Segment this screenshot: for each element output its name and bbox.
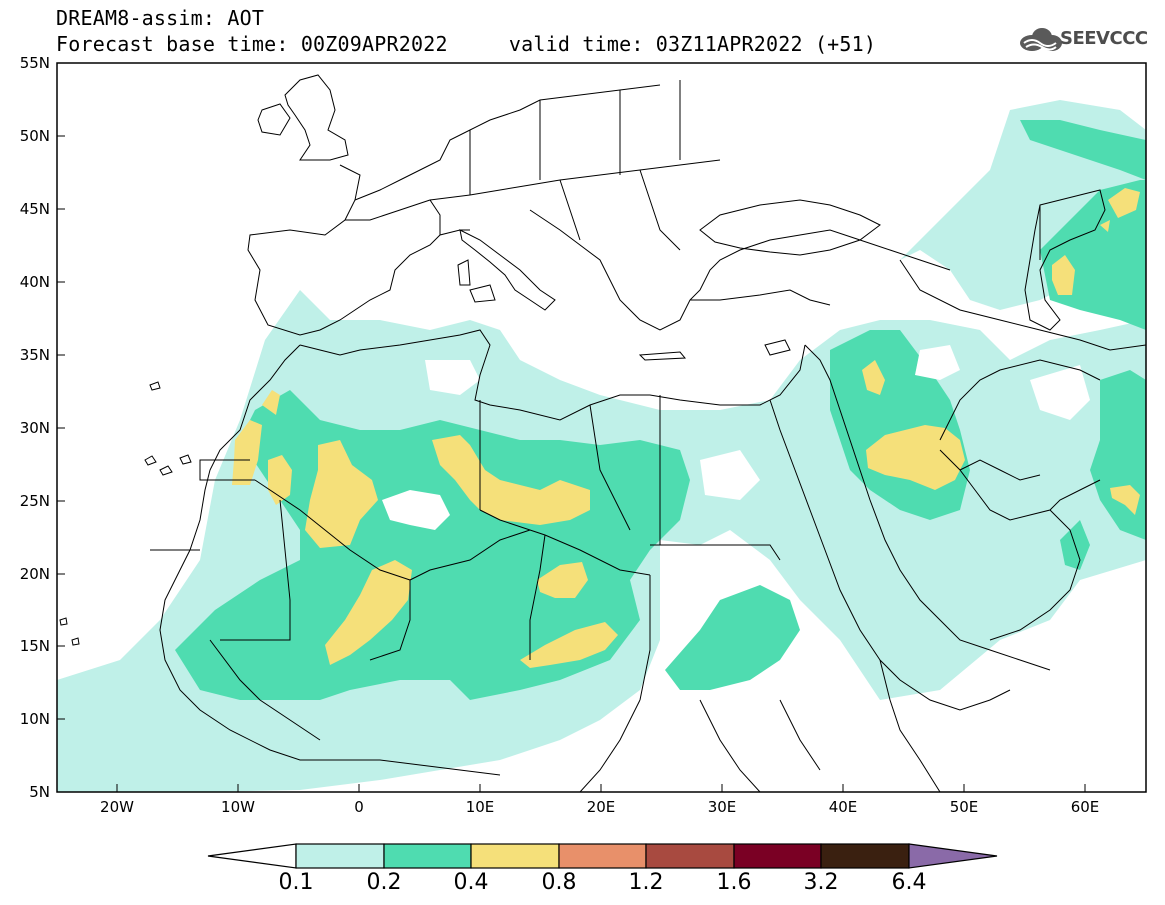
colorbar-label-1.2: 1.2 [628, 870, 664, 895]
lon-label-10w: 10W [221, 798, 255, 816]
lat-ticks [57, 62, 65, 793]
lon-label-20e: 20E [586, 798, 616, 816]
lat-label-5n: 5N [29, 783, 50, 801]
map-title-line2: Forecast base time: 00Z09APR2022 valid t… [56, 32, 877, 56]
aot-band-0.2 [175, 120, 1146, 700]
lat-label-15n: 15N [19, 637, 50, 655]
lon-label-50e: 50E [949, 798, 979, 816]
logo-text: SEEVCCC [1060, 28, 1148, 49]
aot-band-0.4 [232, 188, 1140, 668]
lon-label-30e: 30E [707, 798, 737, 816]
aot-clear-areas [382, 345, 1090, 530]
lon-ticks [116, 784, 1086, 792]
lat-label-30n: 30N [19, 419, 50, 437]
map-title-line1: DREAM8-assim: AOT [56, 6, 265, 30]
lat-label-35n: 35N [19, 346, 50, 364]
lat-label-10n: 10N [19, 710, 50, 728]
colorbar-label-0.8: 0.8 [541, 870, 577, 895]
colorbar-label-1.6: 1.6 [716, 870, 752, 895]
colorbar-label-0.4: 0.4 [453, 870, 489, 895]
colorbar-label-3.2: 3.2 [803, 870, 839, 895]
colorbar-label-0.2: 0.2 [366, 870, 402, 895]
lon-label-40e: 40E [828, 798, 858, 816]
lon-label-20w: 20W [100, 798, 134, 816]
coastlines [59, 74, 1146, 792]
lat-label-45n: 45N [19, 200, 50, 218]
lon-label-10e: 10E [465, 798, 495, 816]
lon-label-60e: 60E [1070, 798, 1100, 816]
colorbar-label-6.4: 6.4 [891, 870, 927, 895]
lat-label-50n: 50N [19, 127, 50, 145]
lon-label-0: 0 [354, 798, 364, 816]
lat-label-20n: 20N [19, 565, 50, 583]
lat-label-55n: 55N [19, 54, 50, 72]
aot-field [57, 100, 1146, 792]
cloud-icon [1020, 28, 1062, 51]
lat-label-25n: 25N [19, 492, 50, 510]
colorbar-label-0.1: 0.1 [278, 870, 314, 895]
lat-label-40n: 40N [19, 273, 50, 291]
